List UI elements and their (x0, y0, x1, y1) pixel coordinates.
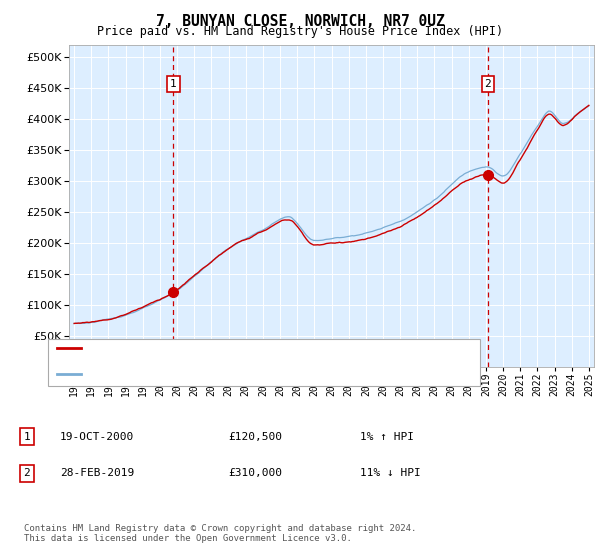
Text: £310,000: £310,000 (228, 468, 282, 478)
Text: Contains HM Land Registry data © Crown copyright and database right 2024.
This d: Contains HM Land Registry data © Crown c… (24, 524, 416, 543)
Text: 28-FEB-2019: 28-FEB-2019 (60, 468, 134, 478)
Text: HPI: Average price, detached house, Broadland: HPI: Average price, detached house, Broa… (87, 368, 380, 379)
Text: Price paid vs. HM Land Registry's House Price Index (HPI): Price paid vs. HM Land Registry's House … (97, 25, 503, 38)
Text: £120,500: £120,500 (228, 432, 282, 442)
Text: 7, BUNYAN CLOSE, NORWICH, NR7 0UZ: 7, BUNYAN CLOSE, NORWICH, NR7 0UZ (155, 14, 445, 29)
Text: 1: 1 (170, 79, 177, 89)
Text: 11% ↓ HPI: 11% ↓ HPI (360, 468, 421, 478)
Text: 1% ↑ HPI: 1% ↑ HPI (360, 432, 414, 442)
Text: 7, BUNYAN CLOSE, NORWICH, NR7 0UZ (detached house): 7, BUNYAN CLOSE, NORWICH, NR7 0UZ (detac… (87, 343, 412, 353)
Text: 2: 2 (485, 79, 491, 89)
Text: 2: 2 (23, 468, 31, 478)
Text: 19-OCT-2000: 19-OCT-2000 (60, 432, 134, 442)
Text: 1: 1 (23, 432, 31, 442)
